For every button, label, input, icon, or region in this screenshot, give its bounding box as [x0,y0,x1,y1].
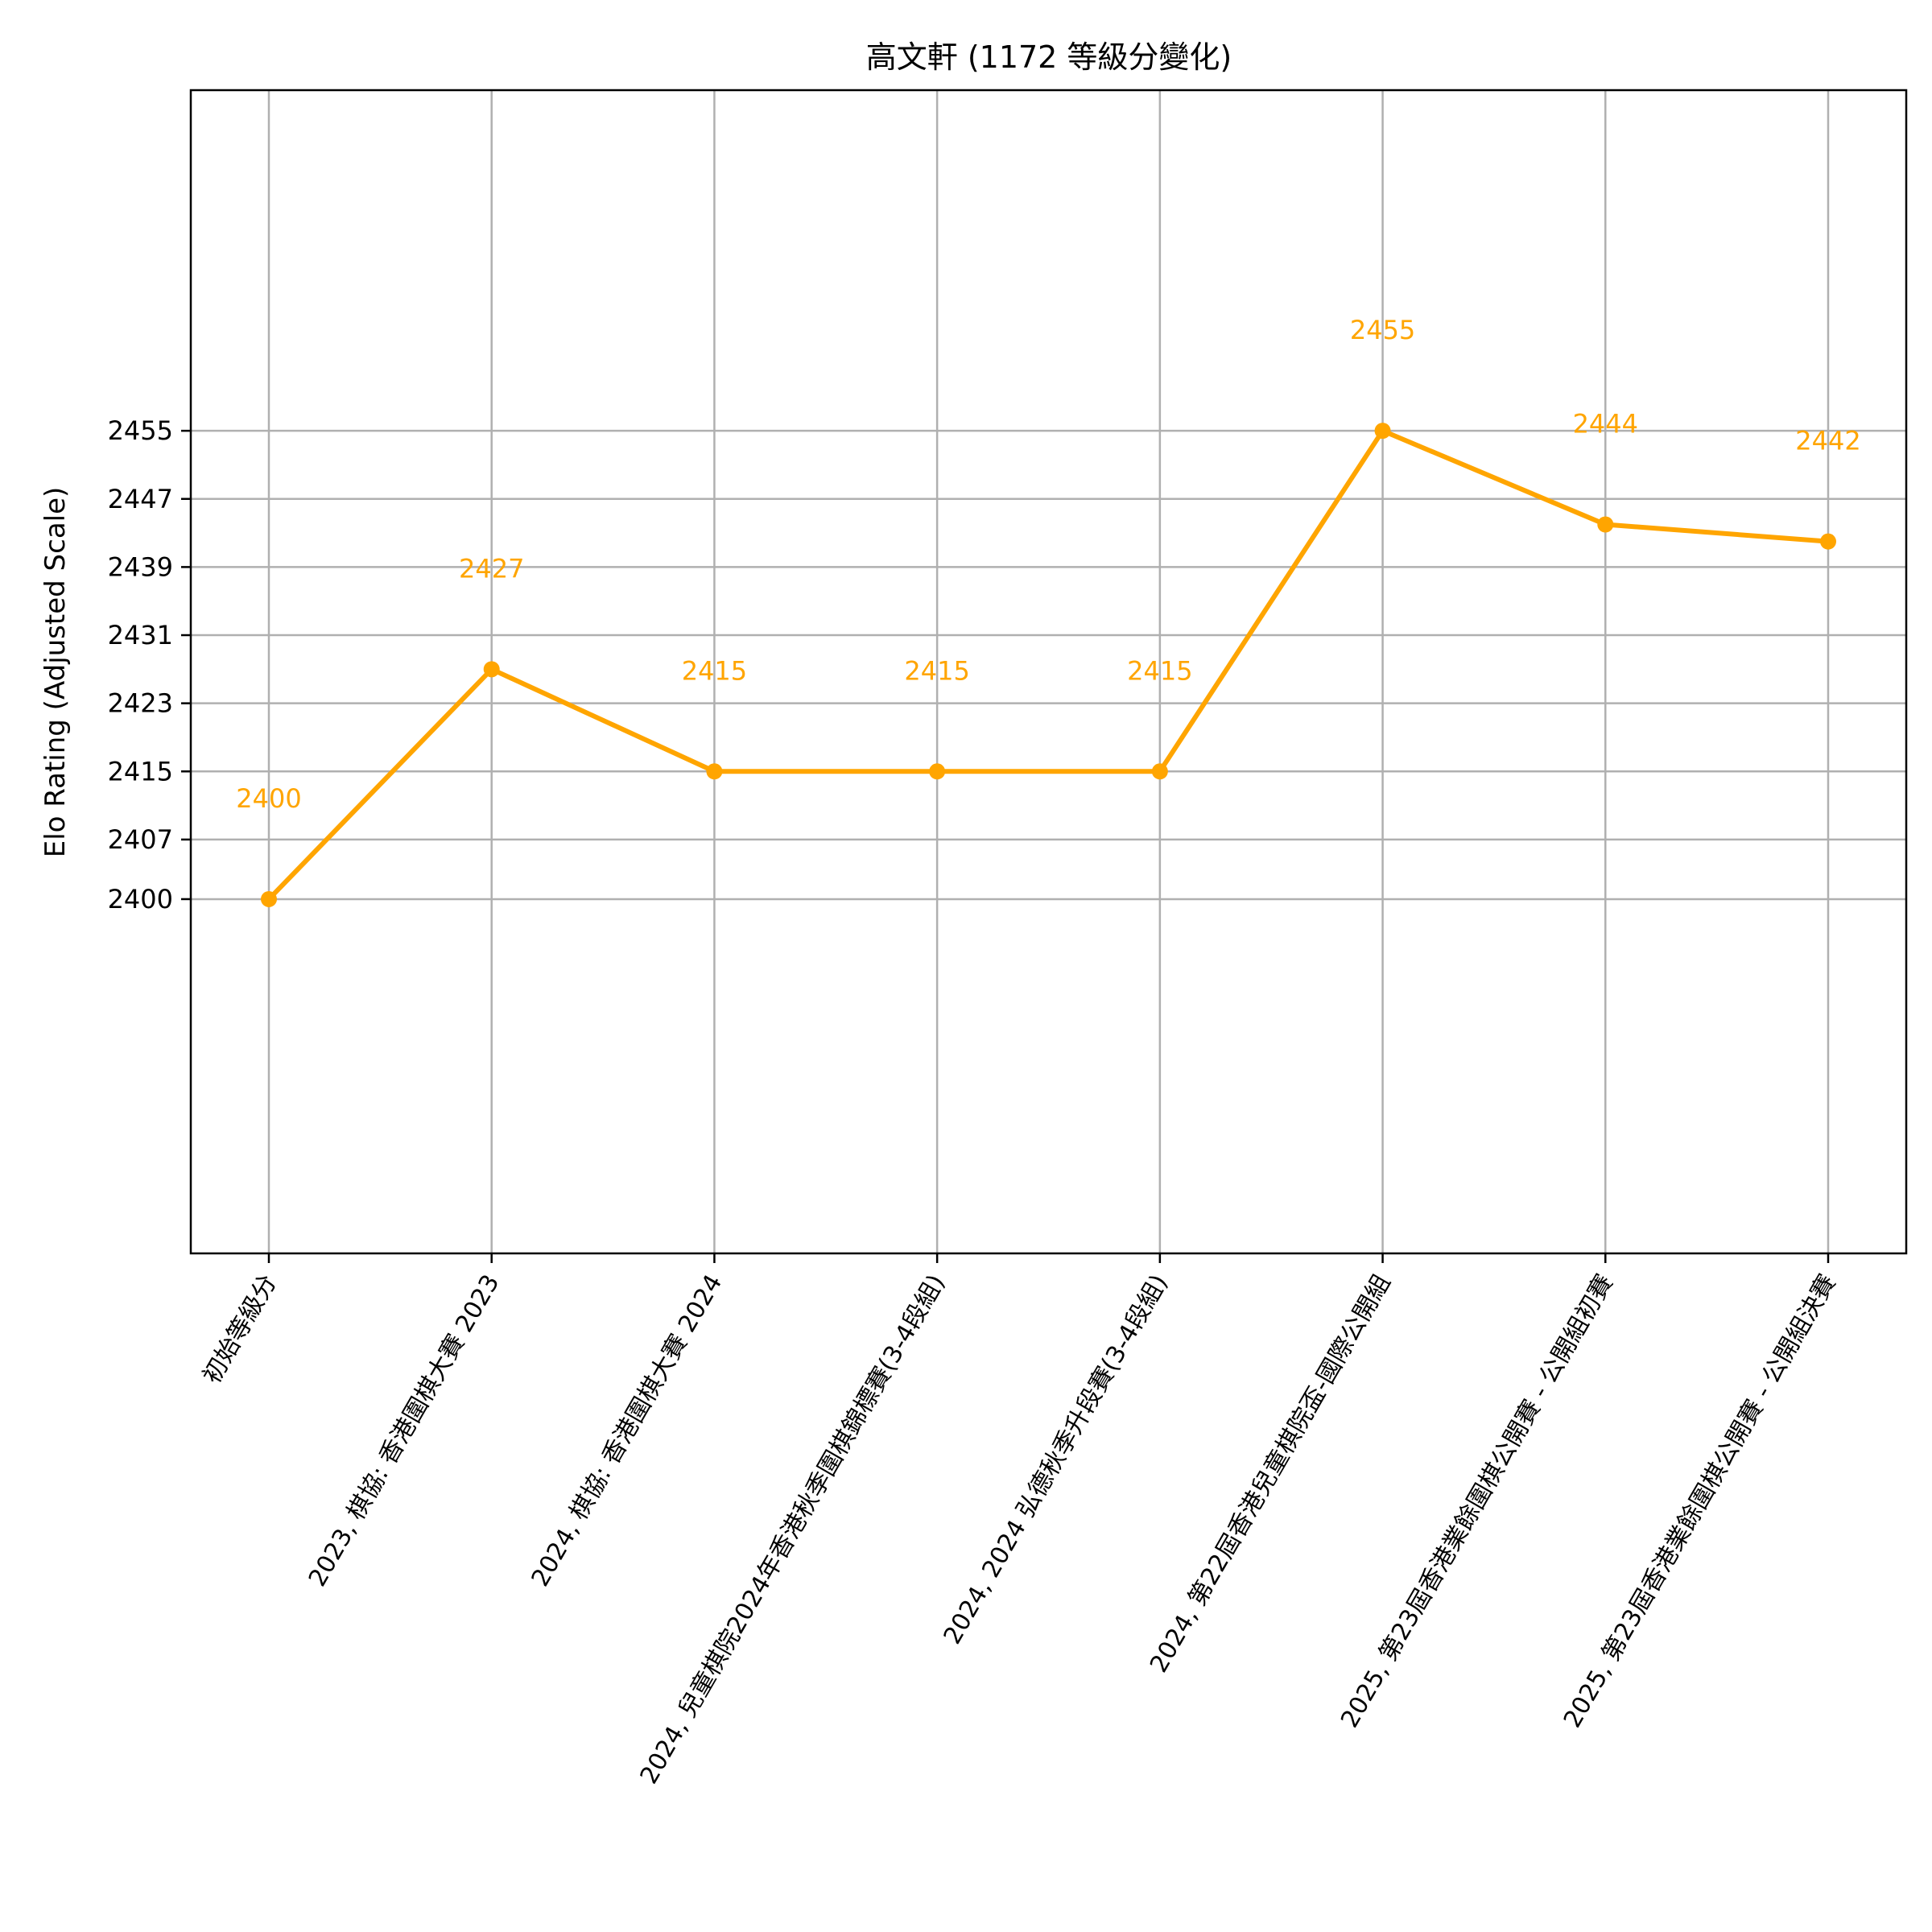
plot-frame [189,89,1908,1255]
data-point [1151,763,1168,780]
y-tick-label: 2447 [108,484,173,514]
y-tick-label: 2439 [108,551,173,582]
x-tick-label: 2024, 棋協: 香港圍棋大賽 2024 [526,1270,729,1591]
y-tick-label: 2423 [108,688,173,719]
data-point [261,890,277,907]
grid-lines [191,90,1906,1253]
y-tick-label: 2400 [108,884,173,914]
x-tick-label: 2025, 第23屆香港業餘圍棋公開賽 - 公開組決賽 [1558,1270,1842,1733]
data-label: 2400 [236,783,301,814]
chart-title: 高文軒 (1172 等級分變化) [866,39,1232,75]
y-tick-label: 2407 [108,824,173,855]
data-labels: 2400 2427 2415 2415 2415 2455 2444 2442 [236,315,1860,814]
data-point [929,763,946,780]
data-label: 2455 [1350,315,1415,345]
y-axis-ticks: 2400 2407 2415 2423 2431 2439 2447 2455 [108,415,191,914]
x-tick-label: 初始等級分 [198,1270,283,1389]
data-label: 2415 [682,655,747,686]
x-tick-label: 2023, 棋協: 香港圍棋大賽 2023 [303,1270,506,1591]
data-label: 2442 [1795,426,1860,456]
y-axis-label: Elo Rating (Adjusted Scale) [39,487,72,858]
x-tick-label: 2024, 2024 弘德秋季升段賽(3-4段組) [939,1270,1174,1649]
x-tick-label: 2024, 第22屆香港兒童棋院盃-國際公開組 [1145,1270,1397,1678]
data-point [1374,423,1391,440]
x-tick-label: 2025, 第23屆香港業餘圍棋公開賽 - 公開組初賽 [1335,1270,1619,1733]
x-axis-ticks: 初始等級分 2023, 棋協: 香港圍棋大賽 2023 2024, 棋協: 香港圍棋… [198,1253,1842,1789]
axes [189,89,1908,1255]
data-point [706,763,723,780]
y-tick-label: 2455 [108,415,173,446]
rating-series [261,423,1836,907]
data-point [1597,516,1614,533]
data-label: 2415 [1127,655,1192,686]
data-label: 2415 [904,655,969,686]
data-label: 2427 [459,553,524,584]
data-point [1820,533,1836,550]
y-tick-label: 2431 [108,620,173,650]
data-label: 2444 [1573,408,1638,439]
data-point [483,661,500,678]
y-tick-label: 2415 [108,756,173,786]
series-line [266,428,1831,902]
